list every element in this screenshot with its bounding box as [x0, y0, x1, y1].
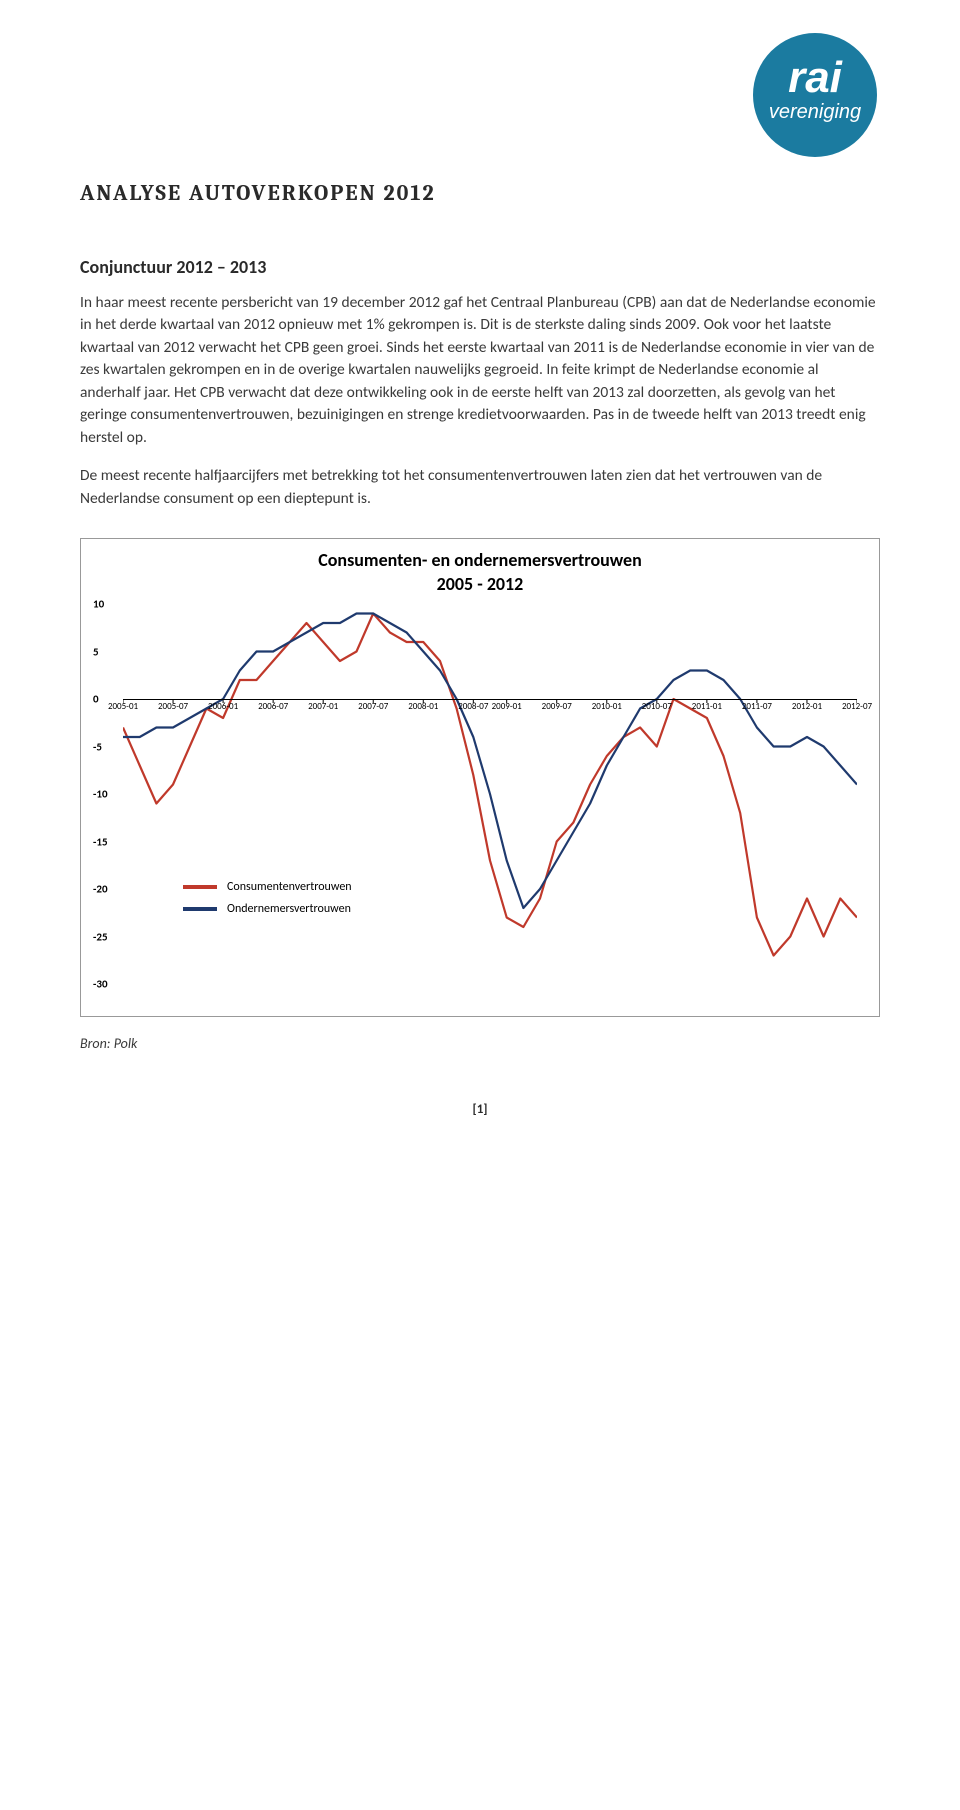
x-tick-label: 2008-01 [408, 701, 438, 712]
chart-legend: Consumentenvertrouwen Ondernemersvertrouw… [183, 880, 352, 924]
x-tick-label: 2005-01 [108, 701, 138, 712]
x-tick-label: 2010-01 [592, 701, 622, 712]
x-tick-label: 2007-01 [308, 701, 338, 712]
chart-title-line2: 2005 - 2012 [437, 573, 524, 595]
page-number: [1] [80, 1102, 880, 1117]
y-tick-label: -15 [93, 835, 108, 848]
y-tick-label: 10 [93, 598, 104, 611]
y-tick-label: -25 [93, 930, 108, 943]
y-tick-label: -30 [93, 978, 108, 991]
x-tick-label: 2011-01 [692, 701, 722, 712]
x-tick-label: 2006-07 [258, 701, 288, 712]
body-paragraph: De meest recente halfjaarcijfers met bet… [80, 465, 880, 510]
legend-swatch [183, 885, 217, 889]
y-tick-label: 0 [93, 693, 99, 706]
logo: rai vereniging [750, 30, 880, 165]
legend-label: Consumentenvertrouwen [227, 880, 352, 894]
legend-swatch [183, 907, 217, 911]
x-axis-line [123, 699, 857, 700]
x-tick-label: 2007-07 [358, 701, 388, 712]
x-tick-label: 2012-07 [842, 701, 872, 712]
legend-item: Consumentenvertrouwen [183, 880, 352, 894]
y-tick-label: -5 [93, 740, 102, 753]
section-heading: Conjunctuur 2012 – 2013 [80, 256, 880, 278]
logo-text-top: rai [788, 53, 843, 102]
x-tick-label: 2011-07 [742, 701, 772, 712]
x-tick-label: 2010-07 [642, 701, 672, 712]
legend-item: Ondernemersvertrouwen [183, 902, 352, 916]
chart-source: Bron: Polk [80, 1035, 880, 1052]
chart-plot-area: Consumentenvertrouwen Ondernemersvertrouw… [93, 604, 867, 1004]
x-tick-label: 2009-01 [492, 701, 522, 712]
logo-text-bottom: vereniging [769, 101, 861, 123]
x-tick-label: 2012-01 [792, 701, 822, 712]
legend-label: Ondernemersvertrouwen [227, 902, 351, 916]
confidence-chart: Consumenten- en ondernemersvertrouwen 20… [80, 538, 880, 1017]
chart-title-line1: Consumenten- en ondernemersvertrouwen [318, 549, 642, 571]
y-tick-label: -20 [93, 883, 108, 896]
y-tick-label: -10 [93, 788, 108, 801]
document-title: ANALYSE AUTOVERKOPEN 2012 [80, 180, 880, 206]
x-tick-label: 2009-07 [542, 701, 572, 712]
x-tick-label: 2008-07 [458, 701, 488, 712]
y-tick-label: 5 [93, 645, 99, 658]
x-tick-label: 2005-07 [158, 701, 188, 712]
body-paragraph: In haar meest recente persbericht van 19… [80, 292, 880, 449]
chart-title: Consumenten- en ondernemersvertrouwen 20… [93, 549, 867, 596]
x-tick-label: 2006-01 [208, 701, 238, 712]
